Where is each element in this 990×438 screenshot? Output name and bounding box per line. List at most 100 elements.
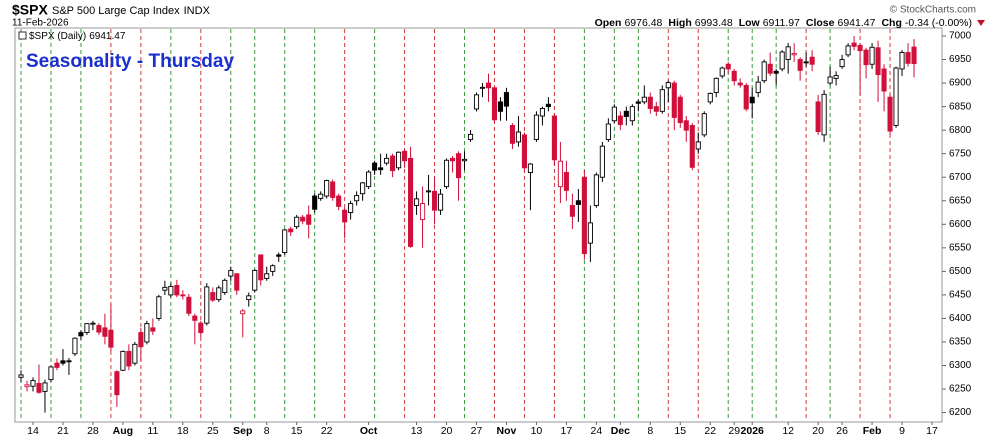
x-tick-label: 13 xyxy=(411,425,423,437)
candle-body xyxy=(240,310,246,315)
x-tick-label: Oct xyxy=(360,425,378,437)
candle-body xyxy=(276,254,282,257)
candle-body xyxy=(180,294,186,297)
candle-body xyxy=(312,195,318,210)
candle-body xyxy=(156,296,162,319)
candle-body xyxy=(605,123,611,141)
candle-body xyxy=(252,269,258,291)
candle-body xyxy=(204,286,210,324)
candle-body xyxy=(743,84,749,110)
candle-body xyxy=(503,92,510,107)
x-tick-label: 14 xyxy=(27,425,39,437)
y-tick-label: 6400 xyxy=(949,313,972,324)
candle-body xyxy=(665,82,671,89)
ohlc-summary: Open 6976.48 High 6993.48 Low 6911.97 Close 694… xyxy=(595,17,972,29)
candle-body xyxy=(515,131,522,143)
candle-body xyxy=(875,47,881,76)
candle-body xyxy=(360,182,366,195)
candle-body xyxy=(132,343,138,364)
candle-body xyxy=(797,59,803,71)
y-tick-label: 6700 xyxy=(949,172,972,183)
candle-body xyxy=(557,160,563,188)
candle-body xyxy=(54,362,60,368)
candle-body xyxy=(521,134,527,169)
x-tick-label: 20 xyxy=(441,425,453,437)
candle-body xyxy=(551,115,557,161)
candle-body xyxy=(785,46,791,60)
x-tick-label: 20 xyxy=(812,425,824,437)
candle-body xyxy=(719,67,725,77)
source: © StockCharts.com xyxy=(890,5,976,16)
candle-body xyxy=(827,76,833,84)
candle-body xyxy=(437,193,444,211)
candle-body xyxy=(461,158,468,162)
x-tick-label: 18 xyxy=(177,425,189,437)
x-tick-label: 25 xyxy=(207,425,219,437)
x-tick-label: 2026 xyxy=(741,425,765,437)
candle-body xyxy=(270,265,276,272)
candle-body xyxy=(426,190,432,193)
legend: $SPX (Daily) 6941.47 xyxy=(29,31,126,42)
candle-body xyxy=(324,180,330,197)
candle-body xyxy=(210,292,216,301)
candle-body xyxy=(114,371,120,396)
candle-body xyxy=(905,52,911,64)
high-value: 6993.48 xyxy=(695,17,733,29)
candle-body xyxy=(138,332,144,348)
candle-body xyxy=(623,110,629,117)
candle-body xyxy=(216,287,222,301)
candle-body xyxy=(845,45,851,56)
candle-body xyxy=(617,115,623,125)
low-value: 6911.97 xyxy=(763,17,800,29)
x-tick-label: 12 xyxy=(782,425,794,437)
candle-body xyxy=(408,157,414,247)
candle-body xyxy=(431,190,438,211)
x-tick-label: 28 xyxy=(87,425,99,437)
candle-body xyxy=(342,209,348,223)
candle-body xyxy=(689,124,695,168)
name: S&P 500 Large Cap Index xyxy=(52,5,180,17)
plot-frame xyxy=(14,27,943,423)
candle-body xyxy=(839,59,845,68)
x-tick-label: 24 xyxy=(591,425,603,437)
candle-body xyxy=(527,163,533,173)
candle-body xyxy=(833,75,839,79)
candle-body xyxy=(809,56,815,65)
candle-body xyxy=(647,96,653,109)
candle-body xyxy=(162,286,168,291)
candle-body xyxy=(449,157,456,162)
candle-body xyxy=(695,141,701,150)
change-value: -0.34 (-0.00%) xyxy=(905,17,972,29)
candle-body xyxy=(851,42,857,47)
security-name: S&P 500 Large Cap Index INDX xyxy=(52,5,211,17)
candle-body xyxy=(420,203,426,221)
legend-icon xyxy=(18,31,27,40)
y-tick-label: 6300 xyxy=(949,360,972,371)
candle-body xyxy=(84,323,90,334)
y-tick-label: 6650 xyxy=(949,195,972,206)
candle-body xyxy=(336,195,342,207)
y-tick-label: 6250 xyxy=(949,384,972,395)
candle-body xyxy=(78,332,84,337)
candle-body xyxy=(144,323,150,343)
candle-body xyxy=(222,279,228,293)
candle-body xyxy=(767,63,773,74)
candle-body xyxy=(779,51,785,70)
candle-body xyxy=(629,106,635,122)
candle-body xyxy=(635,101,641,104)
x-tick-label: 8 xyxy=(264,425,270,437)
candle-body xyxy=(150,327,156,332)
x-tick-label: 10 xyxy=(531,425,543,437)
legend-label: $SPX (Daily) xyxy=(29,31,86,42)
x-tick-label: 29 xyxy=(728,425,740,437)
x-tick-label: Dec xyxy=(611,425,630,437)
candle-body xyxy=(282,229,288,253)
candle-body xyxy=(893,67,899,126)
candle-body xyxy=(473,94,480,110)
candle-body xyxy=(288,228,294,233)
candle-body xyxy=(348,203,354,213)
x-tick-label: 15 xyxy=(291,425,303,437)
y-tick-label: 6900 xyxy=(949,78,972,89)
candle-body xyxy=(737,82,743,86)
candle-body xyxy=(24,384,30,388)
